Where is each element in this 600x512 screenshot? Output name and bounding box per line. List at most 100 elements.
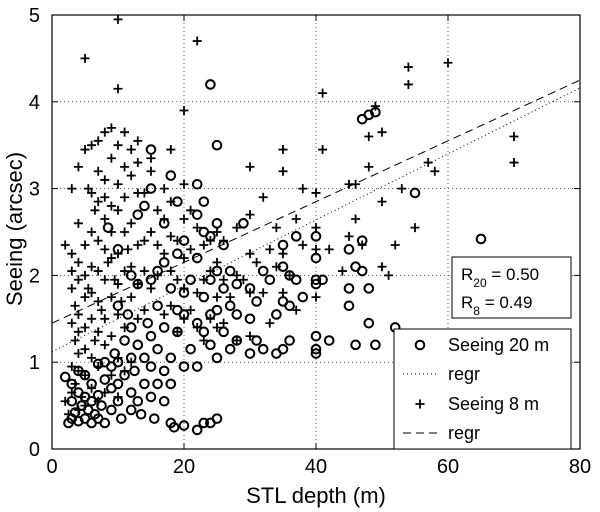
- point-seeing-20m: [231, 278, 243, 290]
- point-seeing-8m: [120, 127, 130, 137]
- point-seeing-8m: [199, 275, 209, 285]
- point-seeing-20m: [343, 283, 355, 294]
- point-seeing-8m: [80, 270, 90, 280]
- point-seeing-20m: [205, 339, 216, 351]
- point-seeing-20m: [284, 300, 295, 312]
- point-seeing-20m: [350, 339, 361, 351]
- point-seeing-8m: [80, 240, 90, 250]
- point-seeing-8m: [87, 227, 97, 237]
- point-seeing-8m: [153, 205, 163, 215]
- point-seeing-8m: [159, 249, 169, 259]
- point-seeing-8m: [212, 257, 222, 267]
- point-seeing-8m: [113, 309, 123, 319]
- point-seeing-8m: [245, 210, 255, 220]
- point-seeing-20m: [224, 343, 236, 355]
- point-seeing-8m: [93, 197, 103, 207]
- point-seeing-8m: [370, 101, 380, 111]
- point-seeing-20m: [363, 283, 375, 294]
- point-seeing-8m: [159, 214, 169, 224]
- point-seeing-20m: [191, 209, 203, 220]
- point-seeing-8m: [93, 327, 103, 337]
- y-tick-label: 2: [29, 265, 40, 287]
- point-seeing-8m: [70, 336, 80, 345]
- point-seeing-8m: [87, 383, 97, 393]
- point-seeing-8m: [179, 179, 189, 189]
- point-seeing-20m: [251, 335, 262, 346]
- point-seeing-20m: [158, 365, 170, 377]
- x-tick-label: 40: [305, 456, 327, 478]
- point-seeing-8m: [106, 227, 116, 237]
- point-seeing-20m: [205, 79, 216, 90]
- point-seeing-20m: [122, 309, 134, 320]
- point-seeing-8m: [70, 379, 80, 389]
- point-seeing-8m: [60, 396, 70, 406]
- point-seeing-20m: [145, 183, 157, 194]
- point-seeing-20m: [317, 274, 328, 286]
- point-seeing-20m: [257, 265, 269, 277]
- plot-area: [52, 15, 580, 436]
- point-seeing-20m: [152, 343, 163, 355]
- point-seeing-8m: [146, 166, 156, 176]
- point-seeing-20m: [271, 309, 282, 320]
- series-layer: [52, 15, 580, 436]
- point-seeing-20m: [165, 352, 177, 364]
- correlation-annotation: R20 = 0.50 R8 = 0.49: [451, 256, 572, 319]
- point-seeing-8m: [291, 305, 301, 315]
- point-seeing-8m: [126, 218, 136, 228]
- point-seeing-20m: [145, 391, 157, 403]
- point-seeing-20m: [142, 317, 153, 329]
- point-seeing-8m: [120, 322, 130, 332]
- point-seeing-20m: [211, 218, 223, 229]
- point-seeing-8m: [87, 140, 97, 150]
- point-seeing-8m: [97, 305, 106, 315]
- point-seeing-8m: [278, 145, 288, 155]
- point-seeing-20m: [257, 343, 269, 355]
- legend: Seeing 20 m regr Seeing 8 m regr: [393, 328, 572, 450]
- point-seeing-8m: [100, 314, 110, 324]
- point-seeing-8m: [126, 262, 136, 272]
- point-seeing-20m: [165, 378, 177, 390]
- ticks: 0 20 40 60 80 0 1 2 3 4 5: [29, 5, 591, 478]
- point-seeing-8m: [100, 275, 110, 285]
- point-seeing-8m: [172, 236, 182, 246]
- point-seeing-8m: [80, 370, 90, 380]
- point-seeing-8m: [192, 36, 202, 46]
- point-seeing-20m: [73, 415, 84, 427]
- point-seeing-20m: [125, 404, 137, 416]
- point-seeing-8m: [285, 270, 295, 280]
- point-seeing-20m: [310, 274, 322, 286]
- point-seeing-8m: [113, 84, 123, 94]
- point-seeing-20m: [310, 348, 322, 359]
- legend-label: Seeing 8 m: [448, 394, 539, 414]
- point-seeing-8m: [73, 366, 83, 376]
- point-seeing-8m: [298, 240, 308, 250]
- point-seeing-20m: [224, 265, 236, 277]
- point-seeing-8m: [106, 201, 116, 211]
- point-seeing-20m: [191, 252, 203, 264]
- point-seeing-8m: [245, 162, 255, 172]
- point-seeing-8m: [219, 318, 229, 328]
- legend-entry: Seeing 20 m: [414, 335, 549, 355]
- point-seeing-8m: [113, 249, 123, 259]
- point-seeing-8m: [258, 288, 268, 298]
- point-seeing-8m: [351, 214, 361, 224]
- point-seeing-8m: [166, 145, 176, 155]
- point-seeing-8m: [278, 249, 288, 259]
- x-tick-label: 0: [46, 456, 57, 478]
- point-seeing-20m: [191, 361, 203, 372]
- point-seeing-8m: [120, 192, 130, 202]
- point-seeing-8m: [238, 275, 248, 285]
- point-seeing-8m: [278, 288, 288, 298]
- point-seeing-20m: [152, 378, 163, 390]
- point-seeing-20m: [158, 395, 170, 407]
- point-seeing-20m: [106, 404, 117, 416]
- point-seeing-8m: [80, 292, 90, 302]
- point-seeing-20m: [284, 335, 295, 346]
- point-seeing-8m: [113, 279, 123, 289]
- point-seeing-8m: [93, 296, 103, 306]
- point-seeing-8m: [100, 192, 110, 202]
- point-seeing-8m: [186, 305, 196, 315]
- point-seeing-8m: [232, 270, 242, 280]
- point-seeing-8m: [192, 223, 202, 233]
